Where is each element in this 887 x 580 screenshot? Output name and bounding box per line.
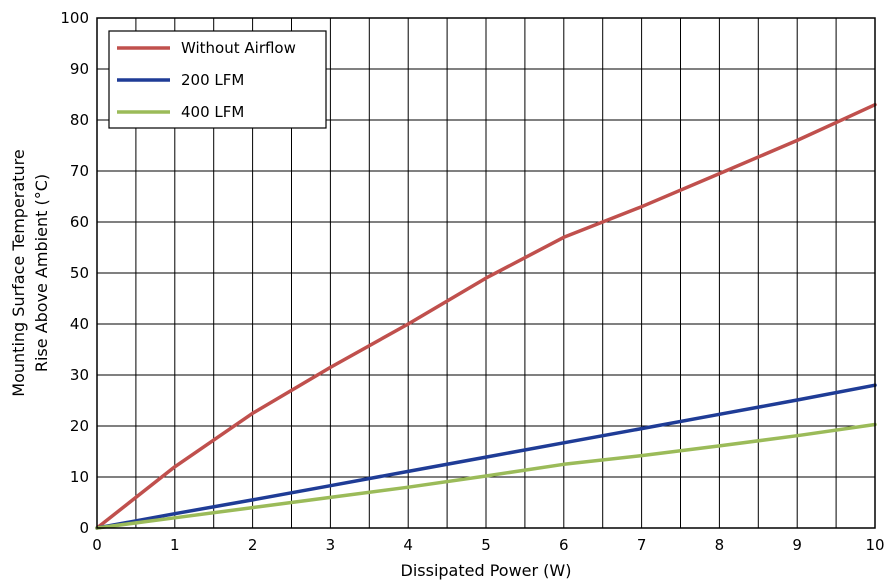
- series-line-0: [95, 102, 877, 530]
- x-tick-label: 4: [403, 536, 413, 554]
- y-tick-label: 90: [70, 60, 89, 78]
- legend: Without Airflow 200 LFM 400 LFM: [108, 30, 327, 129]
- x-tick-label: 7: [637, 536, 647, 554]
- y-axis-label-line: Mounting Surface Temperature: [9, 149, 28, 396]
- x-tick-label: 3: [326, 536, 336, 554]
- y-tick-labels: 0 10 20 30 40 50 60 70 80 90 100: [60, 9, 89, 537]
- legend-label: 400 LFM: [181, 103, 244, 121]
- x-tick-label: 10: [865, 536, 884, 554]
- x-tick-label: 0: [92, 536, 102, 554]
- y-tick-label: 0: [79, 519, 89, 537]
- x-tick-label: 5: [481, 536, 491, 554]
- y-tick-label: 50: [70, 264, 89, 282]
- grid: [97, 18, 875, 528]
- series-line-1: [95, 383, 877, 530]
- y-tick-label: 40: [70, 315, 89, 333]
- y-axis-label-line: Rise Above Ambient (°C): [32, 174, 51, 372]
- x-tick-label: 9: [792, 536, 802, 554]
- y-tick-label: 20: [70, 417, 89, 435]
- plot-frame: [96, 17, 876, 529]
- x-tick-label: 1: [170, 536, 180, 554]
- x-axis-label: Dissipated Power (W): [401, 561, 572, 580]
- series-line-2: [95, 422, 877, 530]
- x-tick-label: 2: [248, 536, 258, 554]
- x-tick-label: 6: [559, 536, 569, 554]
- y-axis-label: Mounting Surface Temperature Rise Above A…: [9, 149, 51, 396]
- y-tick-label: 60: [70, 213, 89, 231]
- x-tick-label: 8: [715, 536, 725, 554]
- y-tick-label: 10: [70, 468, 89, 486]
- y-tick-label: 30: [70, 366, 89, 384]
- series-group: [95, 102, 877, 530]
- legend-label: 200 LFM: [181, 71, 244, 89]
- y-tick-label: 100: [60, 9, 89, 27]
- y-tick-label: 80: [70, 111, 89, 129]
- y-tick-label: 70: [70, 162, 89, 180]
- legend-label: Without Airflow: [181, 39, 296, 57]
- x-tick-labels: 0 1 2 3 4 5 6 7 8 9 10: [92, 536, 884, 554]
